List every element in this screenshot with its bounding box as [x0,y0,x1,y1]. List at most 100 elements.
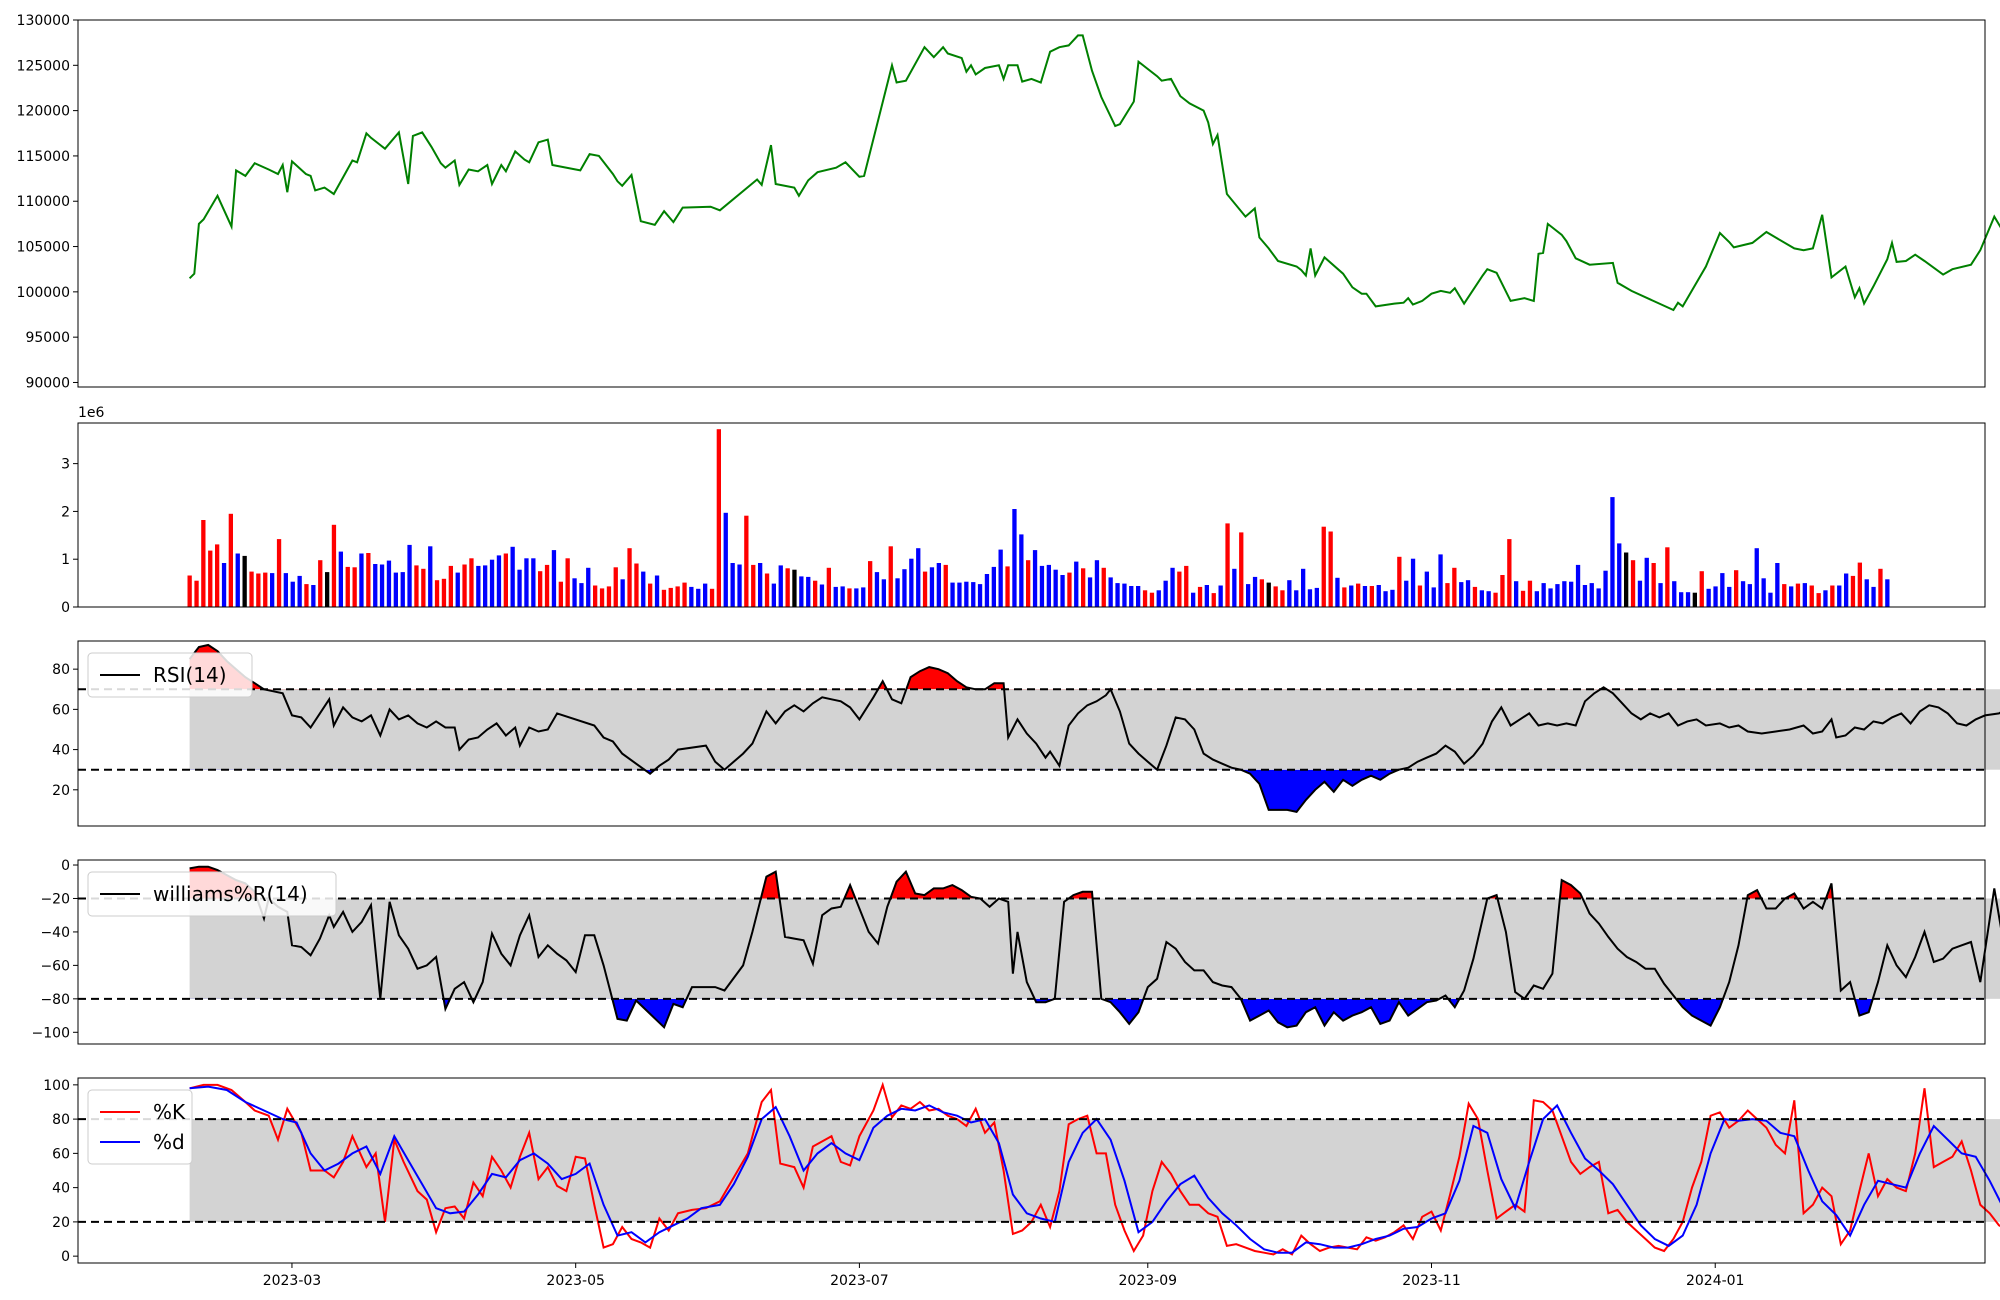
volume-bar [1754,548,1759,607]
volume-bar [283,573,288,607]
volume-bar [1218,585,1223,607]
volume-bar [249,571,254,607]
volume-bar [716,429,721,607]
williams-r-panel: 0 −20 −40 −60 −80 −100 williams%R(14) [32,858,2000,1045]
volume-bar [703,583,708,607]
volume-bar [1369,586,1374,607]
volume-bar [661,589,667,607]
rsi-legend [87,652,253,698]
volume-bar [331,524,337,607]
rsi-ytick-label: 60 [52,702,70,718]
volume-bar [1108,577,1113,607]
volume-bar [593,585,598,607]
volume-bar [998,549,1003,607]
volume-bar [221,563,227,607]
price-ytick-label: 100000 [17,285,70,301]
volume-bar [1555,584,1560,607]
stochastic-legend [87,1089,193,1165]
rsi-ytick-label: 40 [52,743,70,759]
volume-bar [785,568,790,607]
volume-bar [1273,586,1278,607]
volume-bar [854,588,859,607]
volume-bar [895,578,900,607]
volume-bar [242,555,247,607]
volume-bar [868,561,873,607]
volume-bar [1864,579,1869,607]
volume-bar [778,565,783,607]
volume-bar [373,564,378,607]
volume-bar [579,583,584,607]
xtick-label: 2023-05 [546,1273,605,1289]
volume-bar [551,550,557,607]
volume-bar [1782,584,1787,607]
volume-bar [751,564,756,607]
volume-bar [620,579,625,607]
rsi-legend-label: RSI(14) [153,663,227,687]
volume-bar [1184,565,1189,607]
volume-bar [1844,573,1849,607]
volume-bar [1562,581,1567,607]
volume-bar [1500,575,1505,607]
volume-bar [1410,558,1416,607]
volume-bar [400,572,405,607]
volume-ytick-label: 2 [61,504,70,520]
williams-r-ytick-label: −60 [40,958,70,974]
volume-bar [1809,585,1814,607]
volume-bar [483,565,488,607]
volume-bar [1541,583,1546,607]
volume-bar [366,553,371,607]
stochastic-ytick-label: 80 [52,1112,70,1128]
volume-bar [1706,588,1711,607]
volume-bar [1630,560,1636,607]
stochastic-frame [77,1077,1986,1264]
volume-bar [813,580,818,607]
volume-bar [1211,593,1216,607]
volume-bar [228,513,233,607]
volume-bar [469,558,474,607]
stochastic-ytick-label: 20 [52,1215,70,1231]
volume-bar [489,559,495,607]
volume-bar [1575,564,1581,607]
volume-bar [1039,565,1045,607]
stochastic-legend-label: %d [153,1130,185,1154]
volume-bar [826,567,831,607]
volume-bar [1170,567,1175,607]
volume-bar [379,564,385,607]
williams-r-legend [87,871,337,917]
volume-bar [359,553,364,607]
volume-bar [1074,561,1079,607]
volume-bar [517,569,522,607]
volume-bar [764,573,770,607]
price-ytick-label: 130000 [17,13,70,29]
volume-bar [675,586,680,607]
volume-bar [393,572,398,607]
volume-bar [1692,592,1697,607]
volume-bar [730,563,735,607]
volume-bar [1582,585,1588,607]
volume-bar [1486,591,1491,607]
volume-bar [1142,590,1148,607]
williams-r-legend-label: williams%R(14) [153,882,308,906]
volume-bar [709,588,715,607]
stochastic-ytick-label: 40 [52,1181,70,1197]
volume-bar [1610,497,1615,607]
volume-bar [1603,570,1608,607]
volume-bar [1685,592,1691,607]
volume-bar [964,581,969,607]
price-ytick-label: 95000 [25,330,70,346]
xtick-label: 2023-07 [830,1273,889,1289]
volume-bar [881,579,886,607]
volume-bar [187,575,192,607]
volume-bar [1314,587,1319,607]
volume-offset-label: 1e6 [78,405,105,421]
volume-bar [503,553,508,607]
volume-bar [256,573,261,607]
volume-bar [1837,585,1842,607]
volume-bar [1472,586,1478,607]
volume-bar [1548,588,1553,607]
volume-bar [215,544,220,607]
volume-bar [1177,571,1182,607]
volume-bar [689,586,694,607]
volume-bar [861,587,866,607]
volume-bar [1197,586,1203,607]
